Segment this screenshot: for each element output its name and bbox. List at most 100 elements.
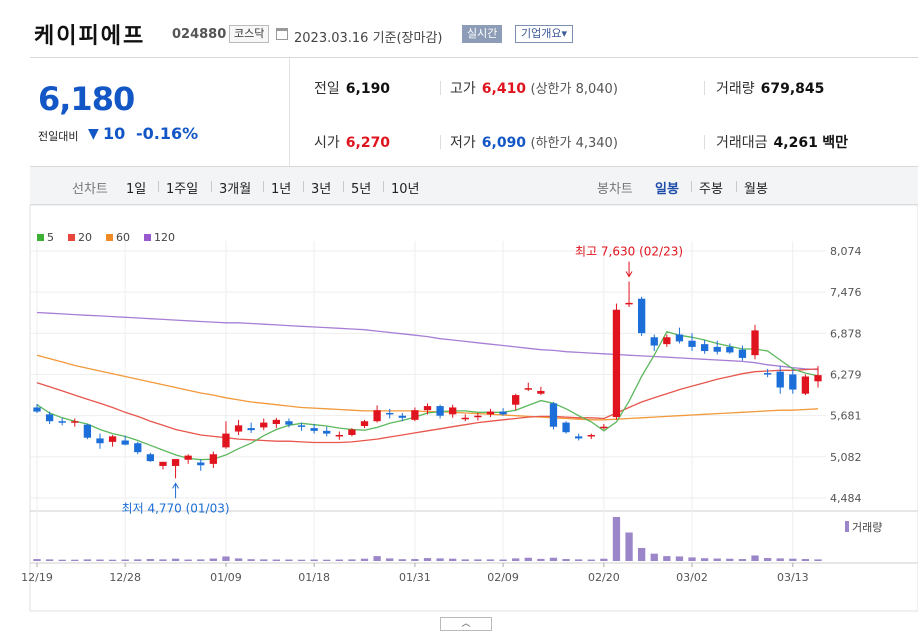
candle-body <box>159 461 167 466</box>
candle-body <box>751 330 759 356</box>
volume-bar <box>650 553 658 561</box>
candle-body <box>700 344 709 352</box>
legend-label: 120 <box>154 231 175 244</box>
y-tick-label: 6,279 <box>830 369 862 382</box>
open-price: 시가 6,270 <box>314 132 390 152</box>
volume-bar <box>512 558 520 561</box>
open-label: 시가 <box>314 135 340 151</box>
candle-body <box>587 434 595 437</box>
candle-body <box>411 410 419 420</box>
volume-bar <box>146 559 155 561</box>
candle-body <box>234 425 243 432</box>
x-tick-label: 12/28 <box>109 571 141 584</box>
volume-bar <box>272 559 280 561</box>
period-weekly[interactable]: 주봉 <box>699 182 723 197</box>
period-10y[interactable]: 10년 <box>391 182 420 197</box>
candle-body <box>209 454 218 464</box>
candle-body <box>121 440 129 445</box>
candle-body <box>335 434 343 437</box>
volume-bar <box>197 559 205 561</box>
period-3m[interactable]: 3개월 <box>219 182 252 197</box>
candle-body <box>461 417 469 420</box>
candle-body <box>184 455 192 460</box>
company-name: 케이피에프 <box>34 24 146 49</box>
volume-bar <box>285 559 293 561</box>
legend-swatch <box>37 234 44 241</box>
y-tick-label: 5,082 <box>830 451 862 464</box>
volume-bar <box>713 558 721 561</box>
candle-body <box>562 422 570 433</box>
x-tick-label: 02/20 <box>588 571 620 584</box>
volume-bar <box>751 555 759 561</box>
x-tick-label: 01/31 <box>399 571 431 584</box>
volume-bar <box>373 556 381 561</box>
period-3y[interactable]: 3년 <box>311 182 332 197</box>
volume-bar <box>335 559 343 561</box>
volume-bar <box>360 558 369 561</box>
volume-bar <box>612 517 621 561</box>
volume-bar <box>575 559 583 561</box>
volume-bar <box>234 558 243 561</box>
candle-body <box>663 337 671 345</box>
high-value: 6,410 <box>481 81 527 97</box>
candle-body <box>549 403 558 427</box>
y-tick-label: 5,681 <box>830 410 862 423</box>
volume-bar <box>700 558 709 561</box>
y-tick-label: 8,074 <box>830 245 862 258</box>
volume-bar <box>486 559 495 561</box>
current-price-box: 6,180 전일대비 ▼ 10 -0.16% <box>30 58 290 166</box>
volume-bar <box>499 559 507 561</box>
y-tick-label: 7,476 <box>830 286 862 299</box>
volume-bar <box>688 557 696 561</box>
candle-body <box>398 415 406 418</box>
period-1w[interactable]: 1주일 <box>166 182 199 197</box>
company-overview-dropdown[interactable]: 기업개요▾ <box>515 25 574 43</box>
collapse-chart-button[interactable]: ︿ <box>440 617 492 631</box>
trade-amount: 거래대금 4,261 백만 <box>716 132 848 152</box>
period-1d[interactable]: 1일 <box>126 182 147 197</box>
candle-body <box>285 421 293 425</box>
period-5y[interactable]: 5년 <box>351 182 372 197</box>
candle-body <box>360 421 369 427</box>
realtime-button[interactable]: 실시간 <box>462 25 503 43</box>
volume-bar <box>45 559 54 561</box>
candle-body <box>58 421 66 423</box>
candle-body <box>575 436 583 439</box>
period-1y[interactable]: 1년 <box>271 182 292 197</box>
candle-body <box>272 419 280 424</box>
volume-bar <box>184 559 192 561</box>
amount-value: 4,261 <box>773 135 818 151</box>
volume-bar <box>537 558 545 561</box>
volume-bar <box>436 558 444 561</box>
volume-bar <box>587 559 595 561</box>
volume-bar <box>411 559 419 561</box>
candle-body <box>688 340 696 347</box>
low-value: 6,090 <box>481 135 527 151</box>
period-daily[interactable]: 일봉 <box>655 182 679 197</box>
legend-swatch <box>106 234 113 241</box>
candle-body <box>83 424 92 438</box>
candle-body <box>763 373 772 375</box>
period-monthly[interactable]: 월봉 <box>744 182 768 197</box>
volume-bar <box>663 556 671 561</box>
volume-bar <box>323 559 331 561</box>
volume-bar <box>209 558 218 561</box>
volume-bar <box>474 559 482 561</box>
prev-close: 전일 6,190 <box>314 78 390 98</box>
volume-bar <box>398 559 406 561</box>
volume-bar <box>814 559 822 561</box>
volume-bar <box>524 557 532 561</box>
lower-limit: (하한가 4,340) <box>530 136 618 151</box>
high-label: 고가 <box>450 81 476 97</box>
candle-body <box>474 415 482 418</box>
candle-body <box>486 411 495 415</box>
candle-body <box>499 411 507 415</box>
amount-label: 거래대금 <box>716 135 768 151</box>
candle-body <box>738 349 747 358</box>
candle-body <box>323 430 331 434</box>
volume-bar <box>789 558 797 561</box>
open-value: 6,270 <box>345 135 391 151</box>
candle-body <box>297 425 306 427</box>
volume-bar <box>58 559 66 561</box>
candle-body <box>637 298 646 334</box>
